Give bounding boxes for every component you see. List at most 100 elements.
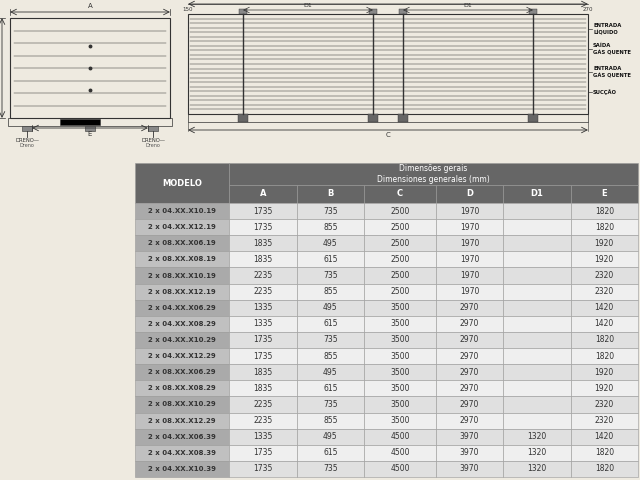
- Bar: [571, 300, 638, 316]
- Bar: [436, 380, 503, 396]
- Bar: [364, 300, 436, 316]
- Bar: [10, 18, 170, 118]
- Bar: [229, 203, 297, 219]
- Text: 2235: 2235: [253, 416, 273, 425]
- Text: 615: 615: [323, 255, 338, 264]
- Bar: [229, 163, 638, 185]
- Text: SUCÇÃO: SUCÇÃO: [593, 89, 617, 95]
- Text: 855: 855: [323, 287, 338, 296]
- Bar: [297, 429, 364, 445]
- Text: 2500: 2500: [390, 271, 410, 280]
- Text: C: C: [386, 132, 390, 138]
- Bar: [364, 185, 436, 203]
- Text: 2 x 08.XX.X06.19: 2 x 08.XX.X06.19: [148, 240, 216, 246]
- Bar: [571, 219, 638, 235]
- Text: 270: 270: [583, 7, 593, 12]
- Text: 4500: 4500: [390, 432, 410, 441]
- Bar: [297, 364, 364, 380]
- Text: 2 x 04.XX.X12.19: 2 x 04.XX.X12.19: [148, 224, 216, 230]
- Bar: [369, 9, 377, 14]
- Bar: [229, 284, 297, 300]
- Bar: [8, 118, 172, 126]
- Bar: [229, 267, 297, 284]
- Text: 1735: 1735: [253, 352, 273, 360]
- Text: 735: 735: [323, 206, 338, 216]
- Bar: [297, 412, 364, 429]
- Bar: [503, 412, 571, 429]
- Bar: [503, 445, 571, 461]
- Text: 2 x 04.XX.X10.39: 2 x 04.XX.X10.39: [148, 466, 216, 472]
- Bar: [436, 429, 503, 445]
- Bar: [22, 126, 32, 131]
- Text: 1835: 1835: [253, 239, 273, 248]
- Text: 4500: 4500: [390, 465, 410, 473]
- Text: 855: 855: [323, 352, 338, 360]
- Bar: [571, 396, 638, 412]
- Text: SAÍDA
GÁS QUENTE: SAÍDA GÁS QUENTE: [593, 43, 631, 55]
- Bar: [364, 203, 436, 219]
- Text: 1320: 1320: [527, 465, 547, 473]
- Bar: [297, 219, 364, 235]
- Text: 495: 495: [323, 303, 338, 312]
- Bar: [135, 300, 229, 316]
- Bar: [436, 445, 503, 461]
- Bar: [503, 300, 571, 316]
- Bar: [229, 364, 297, 380]
- Bar: [229, 348, 297, 364]
- Text: 3970: 3970: [460, 432, 479, 441]
- Bar: [436, 219, 503, 235]
- Text: 495: 495: [323, 368, 338, 377]
- Bar: [297, 300, 364, 316]
- Text: 1920: 1920: [595, 368, 614, 377]
- Bar: [436, 284, 503, 300]
- Text: 2970: 2970: [460, 416, 479, 425]
- Bar: [364, 235, 436, 252]
- Bar: [135, 380, 229, 396]
- Text: 4500: 4500: [390, 448, 410, 457]
- Text: 1820: 1820: [595, 448, 614, 457]
- Text: 1820: 1820: [595, 465, 614, 473]
- Bar: [229, 252, 297, 267]
- Bar: [135, 284, 229, 300]
- Bar: [229, 429, 297, 445]
- Text: 1735: 1735: [253, 448, 273, 457]
- Bar: [503, 235, 571, 252]
- Text: 1835: 1835: [253, 384, 273, 393]
- Text: 1420: 1420: [595, 319, 614, 328]
- Bar: [229, 235, 297, 252]
- Bar: [364, 429, 436, 445]
- Bar: [528, 114, 538, 122]
- Text: 735: 735: [323, 400, 338, 409]
- Bar: [229, 380, 297, 396]
- Text: 1820: 1820: [595, 352, 614, 360]
- Bar: [229, 185, 297, 203]
- Bar: [297, 235, 364, 252]
- Text: 2970: 2970: [460, 319, 479, 328]
- Bar: [503, 429, 571, 445]
- Text: 2320: 2320: [595, 400, 614, 409]
- Text: 2 x 08.XX.X06.29: 2 x 08.XX.X06.29: [148, 369, 216, 375]
- Bar: [503, 316, 571, 332]
- Bar: [571, 412, 638, 429]
- Bar: [364, 284, 436, 300]
- Text: Dreno: Dreno: [20, 143, 35, 148]
- Bar: [503, 267, 571, 284]
- Text: 2500: 2500: [390, 206, 410, 216]
- Bar: [503, 219, 571, 235]
- Bar: [503, 380, 571, 396]
- Bar: [135, 163, 229, 203]
- Text: 1735: 1735: [253, 206, 273, 216]
- Bar: [297, 252, 364, 267]
- Bar: [364, 380, 436, 396]
- Text: 2500: 2500: [390, 287, 410, 296]
- Text: ENTRADA
GÁS QUENTE: ENTRADA GÁS QUENTE: [593, 66, 631, 78]
- Bar: [436, 185, 503, 203]
- Text: 615: 615: [323, 384, 338, 393]
- Text: MODELO: MODELO: [162, 179, 202, 188]
- Text: D: D: [466, 190, 473, 199]
- Bar: [297, 348, 364, 364]
- Bar: [571, 461, 638, 477]
- Text: 2320: 2320: [595, 416, 614, 425]
- Bar: [297, 445, 364, 461]
- Bar: [135, 396, 229, 412]
